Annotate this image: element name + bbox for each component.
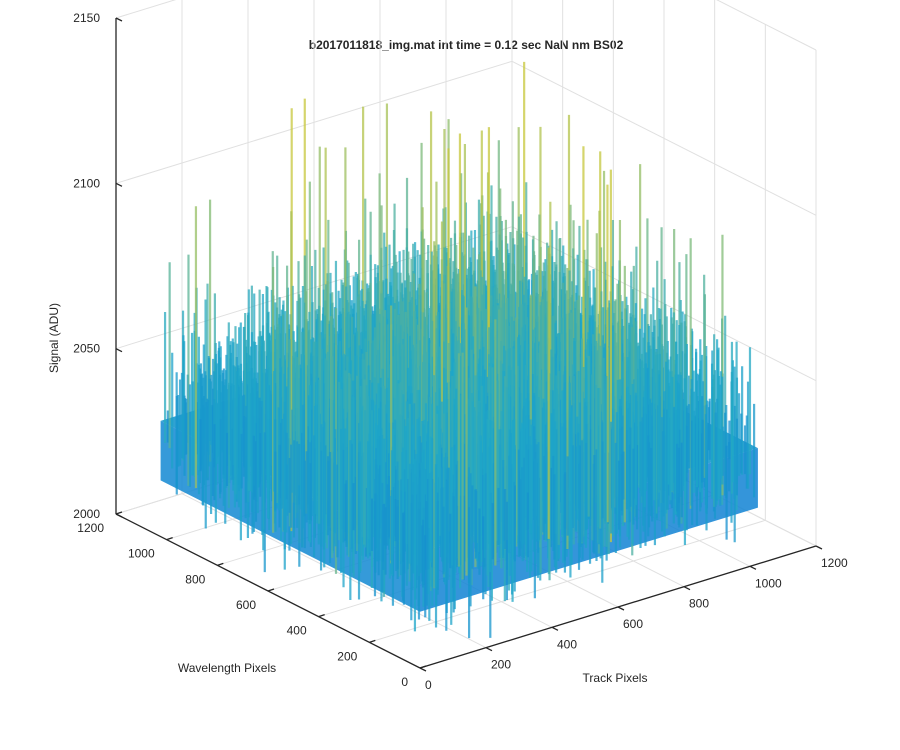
x-tick-label: 800 [689,597,709,611]
grid-line-z-right [511,60,817,216]
x-tick-mark [485,647,493,652]
z-tick-mark [115,17,123,22]
chart-title: b2017011818_img.mat int time = 0.12 sec … [309,38,624,52]
z-tick-label: 2150 [73,11,100,25]
x-tick-mark [749,565,757,570]
z-tick-mark [115,513,123,518]
tick-labels: 0 200 400 600 800 1000 1200 0 200 400 600 800 1000 12… [73,11,848,692]
y-tick-label: 400 [287,624,307,638]
x-axis-label: Track Pixels [583,671,648,685]
y-tick-mark [318,614,325,618]
x-tick-label: 400 [557,637,577,651]
y-tick-mark [217,562,224,566]
x-tick-label: 200 [491,658,511,672]
surface-mesh [160,61,758,639]
x-tick-mark [551,626,559,631]
x-tick-label: 1200 [821,556,848,570]
y-tick-mark [115,511,123,515]
y-tick-label: 0 [401,675,408,689]
x-tick-label: 1000 [755,576,782,590]
y-tick-mark [166,537,173,541]
y-tick-label: 1000 [128,547,155,561]
x-tick-mark [815,545,823,550]
x-tick-mark [617,606,625,611]
grid-line-z-right [716,0,817,51]
y-axis-label: Wavelength Pixels [178,661,276,675]
y-tick-label: 200 [337,649,357,663]
y-tick-label: 1200 [77,521,104,535]
z-tick-label: 2050 [73,342,100,356]
z-tick-mark [115,348,123,353]
z-tick-label: 2000 [73,507,100,521]
front-axes [115,17,823,672]
y-tick-mark [419,665,427,669]
grid-line-z-back [115,60,513,184]
y-tick-label: 600 [236,598,256,612]
x-tick-label: 0 [425,678,432,692]
x-tick-label: 600 [623,617,643,631]
x-tick-mark [419,667,427,672]
y-tick-label: 800 [185,572,205,586]
z-tick-mark [115,182,123,187]
z-axis-label: Signal (ADU) [47,303,61,373]
y-tick-mark [369,639,376,643]
x-tick-mark [683,586,691,591]
z-tick-label: 2100 [73,176,100,190]
y-tick-mark [267,588,275,592]
